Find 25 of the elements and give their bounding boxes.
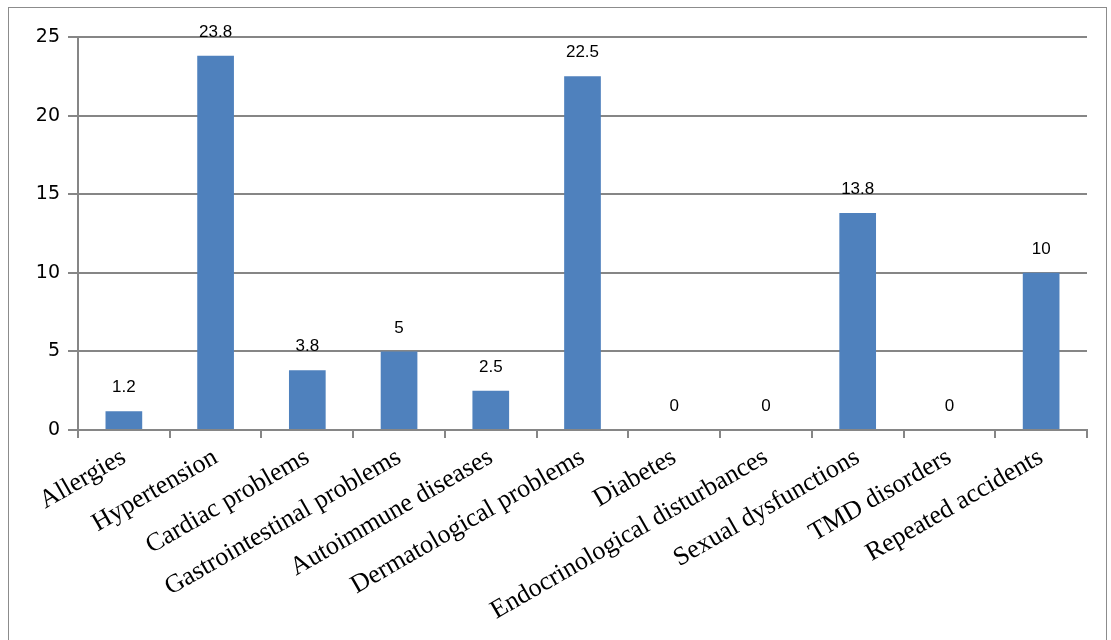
data-label: 10 xyxy=(1031,238,1051,258)
y-tick-label: 20 xyxy=(35,102,60,125)
data-label: 0 xyxy=(761,396,771,416)
bar xyxy=(839,213,877,429)
bar xyxy=(380,351,418,429)
y-tick-label: 5 xyxy=(47,338,60,361)
data-label: 5 xyxy=(394,317,404,337)
bar xyxy=(105,411,143,429)
bar xyxy=(197,55,234,429)
bar xyxy=(564,76,601,429)
y-tick-label: 25 xyxy=(35,23,60,46)
data-label: 0 xyxy=(669,396,679,416)
bar xyxy=(1022,272,1060,429)
data-label: 13.8 xyxy=(841,179,875,199)
data-label: 1.2 xyxy=(112,377,136,397)
y-tick-label: 10 xyxy=(35,259,60,282)
data-label: 23.8 xyxy=(199,22,233,42)
data-label: 0 xyxy=(944,396,955,416)
y-tick-label: 15 xyxy=(35,181,60,204)
data-label: 3.8 xyxy=(295,336,320,356)
bar xyxy=(472,390,510,429)
bar xyxy=(288,370,326,429)
y-tick-label: 0 xyxy=(47,416,60,439)
data-label: 22.5 xyxy=(565,42,600,62)
data-label: 2.5 xyxy=(478,356,503,376)
